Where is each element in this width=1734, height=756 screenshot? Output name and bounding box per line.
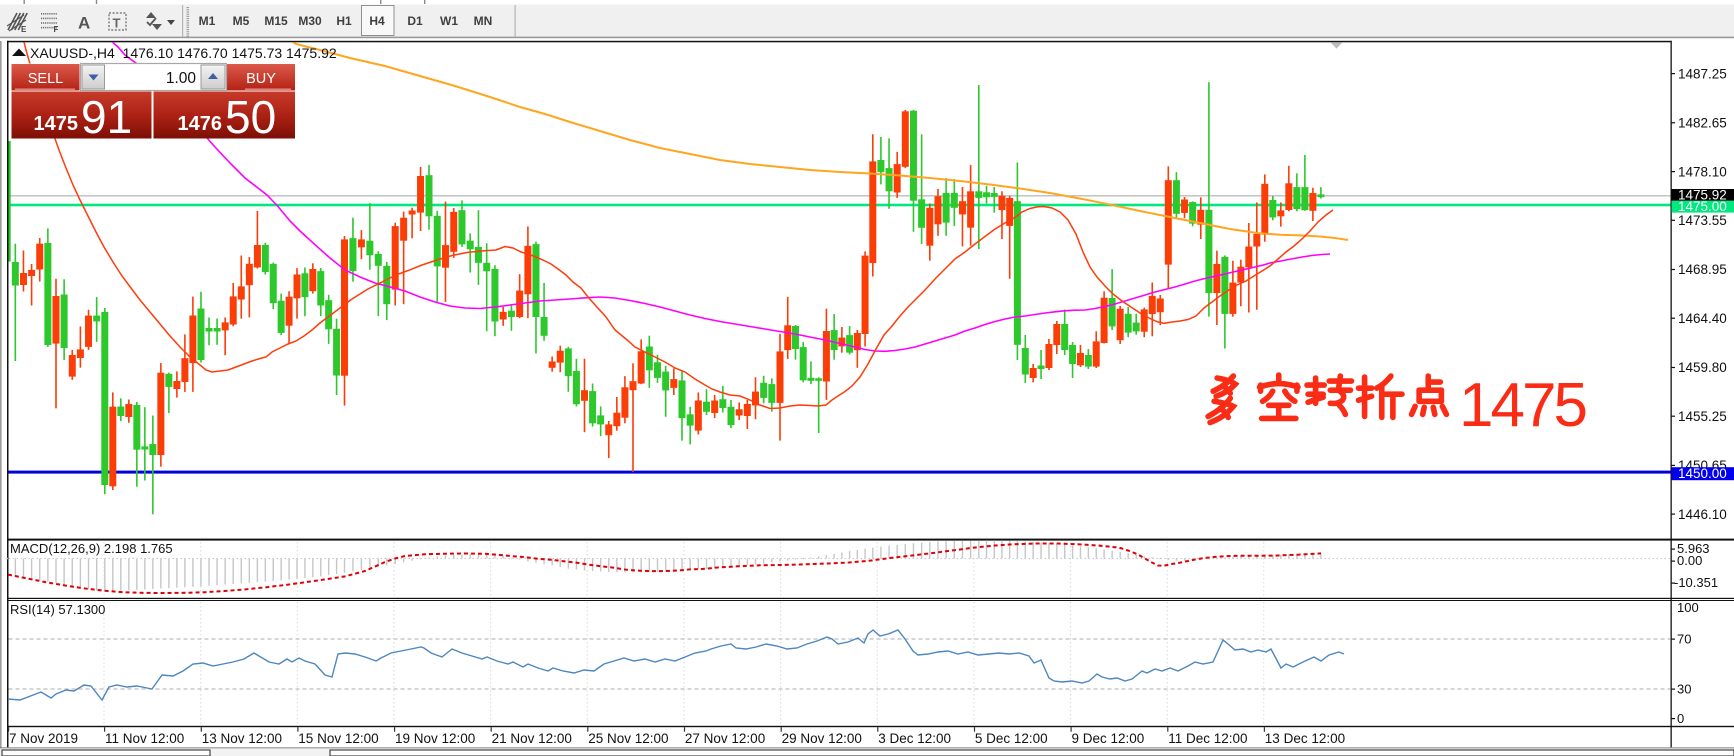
svg-text:1487.25: 1487.25 bbox=[1678, 66, 1727, 81]
svg-text:5.963: 5.963 bbox=[1677, 541, 1710, 556]
svg-text:1464.40: 1464.40 bbox=[1678, 311, 1727, 326]
svg-text:25 Nov 12:00: 25 Nov 12:00 bbox=[588, 731, 668, 746]
svg-text:11 Nov 12:00: 11 Nov 12:00 bbox=[105, 731, 184, 746]
svg-text:BUY: BUY bbox=[246, 71, 276, 87]
svg-text:XAUUSD-,H4 1476.10 1476.70 14: XAUUSD-,H4 1476.10 1476.70 1475.73 1475.… bbox=[30, 45, 337, 61]
svg-text:11 Dec 12:00: 11 Dec 12:00 bbox=[1168, 731, 1247, 746]
svg-text:1455.25: 1455.25 bbox=[1678, 409, 1727, 424]
svg-text:-10.351: -10.351 bbox=[1674, 575, 1718, 590]
svg-text:1468.95: 1468.95 bbox=[1678, 262, 1727, 277]
svg-text:1478.10: 1478.10 bbox=[1678, 164, 1727, 179]
svg-text:91: 91 bbox=[81, 91, 132, 143]
svg-text:13 Dec 12:00: 13 Dec 12:00 bbox=[1265, 731, 1345, 746]
svg-text:A: A bbox=[78, 14, 90, 33]
svg-text:M1: M1 bbox=[199, 14, 216, 28]
svg-text:H1: H1 bbox=[336, 14, 352, 28]
svg-text:3 Dec 12:00: 3 Dec 12:00 bbox=[878, 731, 951, 746]
svg-text:W1: W1 bbox=[440, 14, 458, 28]
svg-text:F: F bbox=[54, 25, 59, 34]
svg-text:0: 0 bbox=[1677, 711, 1684, 726]
svg-text:1.00: 1.00 bbox=[166, 70, 197, 87]
svg-text:13 Nov 12:00: 13 Nov 12:00 bbox=[202, 731, 282, 746]
svg-text:RSI(14) 57.1300: RSI(14) 57.1300 bbox=[10, 602, 105, 617]
svg-text:MACD(12,26,9) 2.198 1.765: MACD(12,26,9) 2.198 1.765 bbox=[10, 541, 173, 556]
svg-text:1475.00: 1475.00 bbox=[1678, 199, 1727, 214]
svg-text:1459.80: 1459.80 bbox=[1678, 360, 1727, 375]
svg-text:1482.65: 1482.65 bbox=[1678, 116, 1727, 131]
svg-text:1446.10: 1446.10 bbox=[1678, 507, 1727, 522]
svg-text:MN: MN bbox=[474, 14, 493, 28]
svg-text:D1: D1 bbox=[407, 14, 423, 28]
svg-text:1475: 1475 bbox=[34, 113, 79, 135]
svg-text:M30: M30 bbox=[298, 14, 322, 28]
svg-text:1475: 1475 bbox=[1459, 371, 1585, 440]
svg-text:5 Dec 12:00: 5 Dec 12:00 bbox=[975, 731, 1048, 746]
svg-text:100: 100 bbox=[1677, 600, 1699, 615]
svg-text:SELL: SELL bbox=[28, 71, 63, 87]
svg-text:E: E bbox=[21, 25, 27, 34]
svg-text:50: 50 bbox=[225, 91, 276, 143]
svg-text:29 Nov 12:00: 29 Nov 12:00 bbox=[782, 731, 862, 746]
svg-text:21 Nov 12:00: 21 Nov 12:00 bbox=[492, 731, 572, 746]
svg-text:M15: M15 bbox=[264, 14, 288, 28]
svg-text:H4: H4 bbox=[369, 14, 385, 28]
svg-text:19 Nov 12:00: 19 Nov 12:00 bbox=[395, 731, 475, 746]
svg-text:7 Nov 2019: 7 Nov 2019 bbox=[9, 731, 78, 746]
svg-text:1476: 1476 bbox=[178, 113, 223, 135]
svg-text:70: 70 bbox=[1677, 632, 1691, 647]
svg-text:1450.00: 1450.00 bbox=[1678, 466, 1727, 481]
svg-text:30: 30 bbox=[1677, 682, 1691, 697]
svg-text:M5: M5 bbox=[233, 14, 250, 28]
svg-text:27 Nov 12:00: 27 Nov 12:00 bbox=[685, 731, 765, 746]
svg-text:15 Nov 12:00: 15 Nov 12:00 bbox=[298, 731, 378, 746]
svg-text:0.00: 0.00 bbox=[1677, 553, 1702, 568]
svg-text:T: T bbox=[113, 16, 121, 31]
svg-text:9 Dec 12:00: 9 Dec 12:00 bbox=[1072, 731, 1145, 746]
svg-text:1473.55: 1473.55 bbox=[1678, 213, 1727, 228]
svg-text:1475.92: 1475.92 bbox=[1678, 187, 1727, 202]
